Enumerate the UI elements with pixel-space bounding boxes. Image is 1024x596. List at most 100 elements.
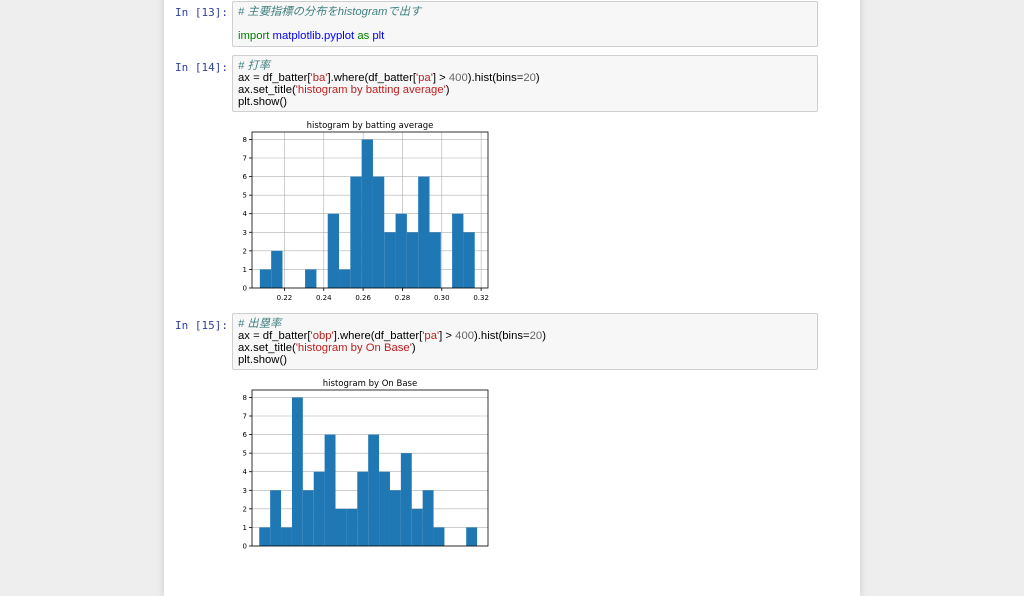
y-tick-label: 2 bbox=[243, 247, 247, 255]
x-tick-label: 0.26 bbox=[355, 294, 371, 302]
x-tick-label: 0.30 bbox=[434, 294, 450, 302]
histogram-bar bbox=[346, 508, 358, 546]
histogram-bar bbox=[429, 232, 441, 288]
histogram-bar bbox=[379, 471, 390, 546]
code-token: ).hist(bins= bbox=[474, 330, 530, 342]
y-tick-label: 6 bbox=[243, 173, 248, 181]
histogram-bar bbox=[281, 527, 292, 546]
code-input[interactable]: # 打率 ax = df_batter['ba'].where(df_batter… bbox=[232, 55, 818, 112]
code-token: 'pa' bbox=[422, 330, 440, 342]
y-tick-label: 8 bbox=[243, 136, 247, 144]
histogram-bar bbox=[350, 176, 362, 288]
notebook-page: In [13]: # 主要指標の分布をhistogramで出す import ma… bbox=[164, 0, 860, 596]
histogram-bar bbox=[400, 453, 412, 546]
y-tick-label: 7 bbox=[243, 155, 247, 163]
chart-svg: histogram by On Base 0 1 2 3 4 5 6 7 8 bbox=[243, 379, 489, 551]
histogram-bar bbox=[270, 490, 282, 546]
code-input[interactable]: # 主要指標の分布をhistogramで出す import matplotlib.… bbox=[232, 1, 818, 47]
code-token: plt.show() bbox=[238, 96, 287, 108]
cell-prompt: In [13]: bbox=[175, 6, 228, 19]
code-token: ax.set_title( bbox=[238, 84, 296, 96]
code-token: 'histogram by batting average' bbox=[295, 84, 446, 96]
code-line: plt.show() bbox=[238, 354, 812, 366]
histogram-on-base: histogram by On Base 0 1 2 3 4 5 6 7 8 bbox=[232, 376, 532, 566]
x-tick-label: 0.32 bbox=[473, 294, 489, 302]
code-line bbox=[238, 18, 812, 30]
code-token: ax.set_title( bbox=[238, 342, 296, 354]
code-token: 400 bbox=[448, 72, 468, 84]
histogram-bar bbox=[395, 213, 407, 288]
y-tick-label: 3 bbox=[243, 229, 247, 237]
code-line: ax.set_title('histogram by On Base') bbox=[238, 342, 812, 354]
code-token: ) bbox=[542, 330, 546, 342]
y-tick-label: 5 bbox=[243, 192, 247, 200]
plot-frame bbox=[251, 389, 489, 547]
code-token: 'ba' bbox=[310, 72, 328, 84]
code-token: as bbox=[357, 30, 370, 42]
code-token: ] > bbox=[432, 72, 449, 84]
code-token: ] > bbox=[439, 330, 456, 342]
histogram-bar bbox=[372, 176, 385, 288]
histogram-bar bbox=[384, 232, 396, 288]
x-tick-label: 0.24 bbox=[316, 294, 332, 302]
code-token: plt.show() bbox=[238, 354, 287, 366]
code-line: # 打率 bbox=[238, 60, 812, 72]
cell-prompt: In [14]: bbox=[175, 61, 228, 74]
histogram-bar bbox=[418, 176, 430, 288]
histogram-bar bbox=[313, 471, 325, 546]
y-tick-label: 1 bbox=[243, 266, 247, 274]
code-token: ].where(df_batter[ bbox=[327, 72, 416, 84]
code-token: 'pa' bbox=[415, 72, 433, 84]
histogram-bar bbox=[368, 434, 380, 546]
code-token: ) bbox=[445, 84, 450, 96]
y-tick-label: 6 bbox=[243, 431, 248, 439]
cell-prompt: In [15]: bbox=[175, 319, 228, 332]
histogram-bar bbox=[411, 508, 423, 546]
histogram-batting-average: histogram by batting average 0 1 2 3 4 5 6 7 8 0.2… bbox=[232, 118, 532, 308]
code-token: ) bbox=[535, 72, 540, 84]
y-tick-label: 8 bbox=[243, 394, 247, 402]
histogram-bar bbox=[339, 269, 351, 288]
code-token: 'histogram by On Base' bbox=[295, 342, 412, 354]
code-token: # 出塁率 bbox=[238, 318, 282, 330]
code-token: # 打率 bbox=[238, 60, 271, 72]
histogram-bar bbox=[422, 490, 434, 546]
histogram-bar bbox=[302, 490, 314, 546]
y-tick-label: 2 bbox=[243, 505, 247, 513]
y-tick-label: 7 bbox=[243, 413, 247, 421]
code-line: ax.set_title('histogram by batting avera… bbox=[238, 84, 812, 96]
histogram-bar bbox=[466, 527, 478, 546]
plot-frame bbox=[251, 131, 489, 289]
chart-title: histogram by On Base bbox=[323, 379, 417, 389]
code-line: ax = df_batter['ba'].where(df_batter['pa… bbox=[238, 72, 812, 84]
code-input[interactable]: # 出塁率 ax = df_batter['obp'].where(df_batt… bbox=[232, 313, 818, 370]
histogram-bar bbox=[259, 269, 272, 288]
histogram-bar bbox=[463, 232, 475, 288]
code-line: import matplotlib.pyplot as plt bbox=[238, 30, 812, 42]
x-tick-label: 0.28 bbox=[395, 294, 411, 302]
histogram-bar bbox=[327, 213, 340, 288]
code-line: plt.show() bbox=[238, 96, 812, 108]
histogram-bar bbox=[357, 471, 369, 546]
code-token: import bbox=[238, 30, 270, 42]
histogram-bar bbox=[271, 250, 283, 288]
histogram-bar bbox=[361, 139, 373, 288]
code-token: ) bbox=[411, 342, 416, 354]
histogram-bar bbox=[433, 527, 445, 546]
y-tick-label: 3 bbox=[243, 487, 247, 495]
chart-svg: histogram by batting average 0 1 2 3 4 5 6 7 8 0.2… bbox=[243, 121, 489, 302]
x-tick-label: 0.22 bbox=[277, 294, 293, 302]
histogram-bar bbox=[389, 490, 401, 546]
code-token: 400 bbox=[455, 330, 475, 342]
code-line: # 出塁率 bbox=[238, 318, 812, 330]
y-tick-label: 5 bbox=[243, 450, 247, 458]
code-token: matplotlib.pyplot bbox=[272, 30, 355, 42]
y-tick-label: 0 bbox=[243, 285, 247, 293]
code-token: # 主要指標の分布をhistogramで出す bbox=[238, 6, 422, 18]
code-token: 'obp' bbox=[310, 330, 334, 342]
histogram-bar bbox=[335, 508, 347, 546]
y-tick-label: 4 bbox=[243, 210, 248, 218]
code-token: ].where(df_batter[ bbox=[333, 330, 423, 342]
code-line: ax = df_batter['obp'].where(df_batter['p… bbox=[238, 330, 812, 342]
code-token: 20 bbox=[523, 72, 536, 84]
